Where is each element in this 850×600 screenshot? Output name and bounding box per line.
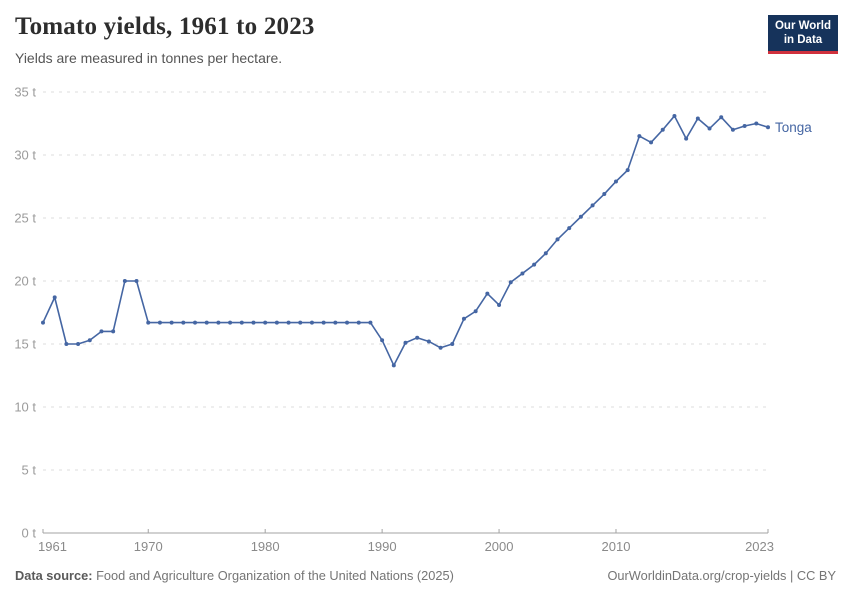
data-point-marker xyxy=(766,125,770,130)
data-point-marker xyxy=(391,363,396,368)
data-point-marker xyxy=(730,127,735,132)
credit-url: OurWorldinData.org/crop-yields | CC BY xyxy=(607,568,836,583)
data-point-marker xyxy=(426,339,431,344)
x-tick-label: 2023 xyxy=(745,539,774,554)
data-point-marker xyxy=(461,316,466,321)
data-point-marker xyxy=(380,338,385,343)
data-point-marker xyxy=(637,134,642,139)
data-point-marker xyxy=(228,320,233,325)
data-point-marker xyxy=(543,251,548,256)
page-title: Tomato yields, 1961 to 2023 xyxy=(15,13,315,40)
data-point-marker xyxy=(99,329,104,334)
x-tick-label: 1990 xyxy=(368,539,397,554)
data-point-marker xyxy=(309,320,314,325)
data-point-marker xyxy=(333,320,338,325)
data-point-marker xyxy=(122,279,127,283)
data-point-marker xyxy=(368,320,373,325)
y-tick-label: 15 t xyxy=(14,337,36,352)
data-point-marker xyxy=(52,295,57,300)
y-tick-label: 35 t xyxy=(14,85,36,100)
data-point-marker xyxy=(695,116,700,121)
data-point-marker xyxy=(485,291,490,296)
data-point-marker xyxy=(64,342,69,346)
data-point-marker xyxy=(169,320,174,325)
owid-logo-line1: Our World xyxy=(774,20,831,32)
data-point-marker xyxy=(298,320,303,325)
data-point-marker xyxy=(76,342,81,346)
data-point-marker xyxy=(707,126,712,131)
x-tick-label: 1980 xyxy=(251,539,280,554)
data-point-marker xyxy=(742,124,747,129)
data-point-marker xyxy=(321,320,326,325)
data-point-marker xyxy=(719,115,724,120)
data-point-marker xyxy=(415,335,420,340)
y-tick-label: 0 t xyxy=(22,526,37,541)
x-tick-label: 1961 xyxy=(38,539,67,554)
data-point-marker xyxy=(684,136,689,141)
data-point-marker xyxy=(590,203,595,208)
data-point-marker xyxy=(497,302,502,307)
data-point-marker xyxy=(286,320,291,325)
x-tick-label: 2000 xyxy=(485,539,514,554)
data-point-marker xyxy=(216,320,221,325)
data-point-marker xyxy=(555,237,560,242)
data-point-marker xyxy=(520,271,525,276)
data-point-marker xyxy=(660,127,665,132)
data-source-text: Food and Agriculture Organization of the… xyxy=(92,568,454,583)
data-point-marker xyxy=(356,320,361,325)
chart-subtitle: Yields are measured in tonnes per hectar… xyxy=(15,50,283,66)
data-point-marker xyxy=(146,320,151,325)
y-tick-label: 10 t xyxy=(14,400,36,415)
data-point-marker xyxy=(193,320,198,325)
data-point-marker xyxy=(111,329,116,334)
y-tick-label: 20 t xyxy=(14,274,36,289)
data-point-marker xyxy=(602,192,607,197)
series-tonga[interactable]: Tonga xyxy=(41,113,812,368)
owid-logo-line2: in Data xyxy=(783,34,823,47)
data-point-marker xyxy=(649,140,654,145)
data-point-marker xyxy=(625,168,630,173)
chart-footer: Data source: Food and Agriculture Organi… xyxy=(15,568,836,583)
series-label[interactable]: Tonga xyxy=(775,120,812,135)
y-tick-label: 25 t xyxy=(14,211,36,226)
owid-logo: Our World in Data xyxy=(768,15,838,54)
series-line[interactable] xyxy=(42,115,769,367)
data-point-marker xyxy=(473,309,478,314)
data-point-marker xyxy=(181,320,186,325)
data-point-marker xyxy=(532,262,537,267)
x-tick-label: 2010 xyxy=(602,539,631,554)
data-point-marker xyxy=(438,345,443,350)
data-point-marker xyxy=(251,320,256,325)
data-point-marker xyxy=(613,179,618,184)
data-point-marker xyxy=(157,320,162,325)
x-tick-label: 1970 xyxy=(134,539,163,554)
data-point-marker xyxy=(345,320,350,325)
data-point-marker xyxy=(263,320,268,325)
data-point-marker xyxy=(403,340,408,345)
data-point-marker xyxy=(204,320,209,325)
data-point-marker xyxy=(672,113,677,118)
data-point-marker xyxy=(450,342,455,346)
data-point-marker xyxy=(274,320,279,325)
data-point-marker xyxy=(41,320,45,325)
data-point-marker xyxy=(567,226,572,231)
y-tick-label: 30 t xyxy=(14,148,36,163)
data-point-marker xyxy=(239,320,244,325)
data-point-marker xyxy=(87,338,92,343)
data-point-marker xyxy=(754,121,759,126)
data-source-note: Data source: Food and Agriculture Organi… xyxy=(15,568,454,583)
data-source-label: Data source: xyxy=(15,568,93,583)
data-point-marker xyxy=(578,214,583,219)
data-point-marker xyxy=(508,280,513,285)
data-point-marker xyxy=(134,279,139,283)
y-tick-label: 5 t xyxy=(22,463,37,478)
